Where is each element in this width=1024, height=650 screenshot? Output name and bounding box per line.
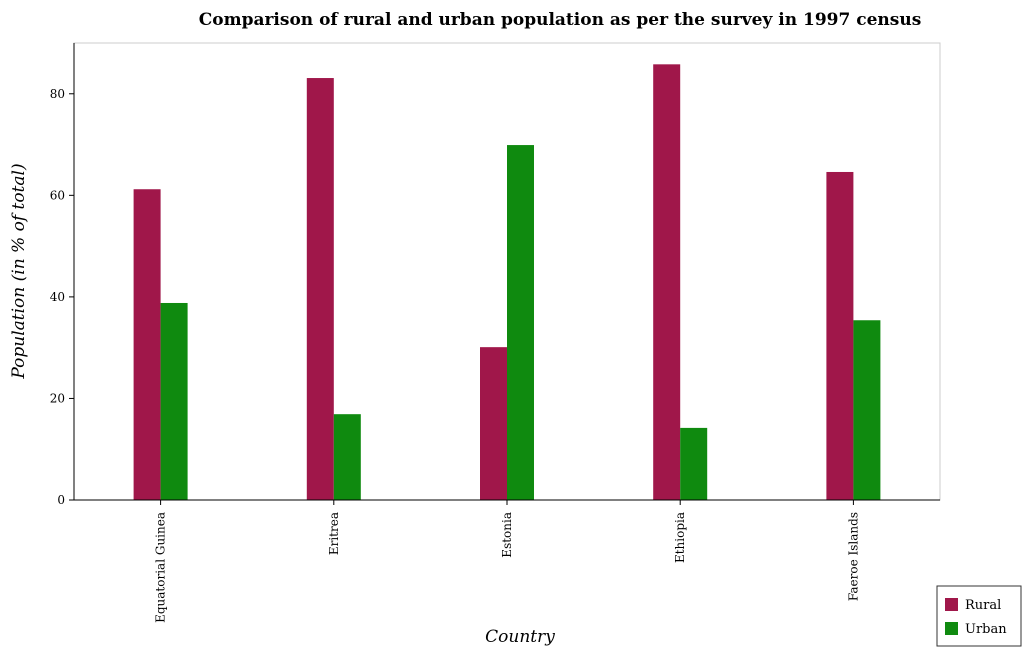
y-tick-label-1: 20: [50, 391, 65, 405]
bar-rural-3: [653, 64, 681, 501]
x-tick-label-3: Ethiopia: [673, 512, 687, 563]
y-axis: 0 20 40 60 80: [50, 43, 75, 507]
bar-rural-1: [306, 78, 334, 500]
legend: Rural Urban: [936, 585, 1022, 647]
bar-urban-0: [160, 302, 188, 500]
bar-rural-2: [480, 347, 507, 500]
legend-box: [936, 585, 1022, 647]
legend-label-rural: Rural: [965, 598, 1001, 613]
x-tick-label-4: Faeroe Islands: [846, 512, 860, 601]
legend-swatch-rural: [945, 598, 958, 611]
chart-title: Comparison of rural and urban population…: [199, 10, 922, 30]
x-tick-label-0: Equatorial Guinea: [154, 512, 168, 623]
bars-group: [133, 64, 881, 501]
legend-label-urban: Urban: [965, 622, 1007, 637]
y-axis-label: Population (in % of total): [9, 163, 29, 379]
y-tick-label-4: 80: [50, 87, 65, 101]
x-axis: Equatorial Guinea Eritrea Estonia Ethiopia F…: [74, 499, 940, 623]
bar-rural-0: [133, 189, 161, 501]
legend-swatch-urban: [945, 622, 958, 635]
bar-urban-2: [507, 145, 534, 500]
bar-urban-3: [680, 427, 708, 500]
bar-urban-4: [853, 320, 881, 500]
x-tick-label-2: Estonia: [500, 512, 514, 558]
y-tick-label-2: 40: [50, 290, 65, 304]
y-tick-label-3: 60: [50, 188, 65, 202]
y-tick-label-0: 0: [57, 493, 65, 507]
bar-urban-1: [333, 414, 361, 500]
x-axis-label: Country: [485, 627, 555, 647]
x-tick-label-1: Eritrea: [327, 512, 341, 555]
bar-rural-4: [826, 171, 854, 500]
